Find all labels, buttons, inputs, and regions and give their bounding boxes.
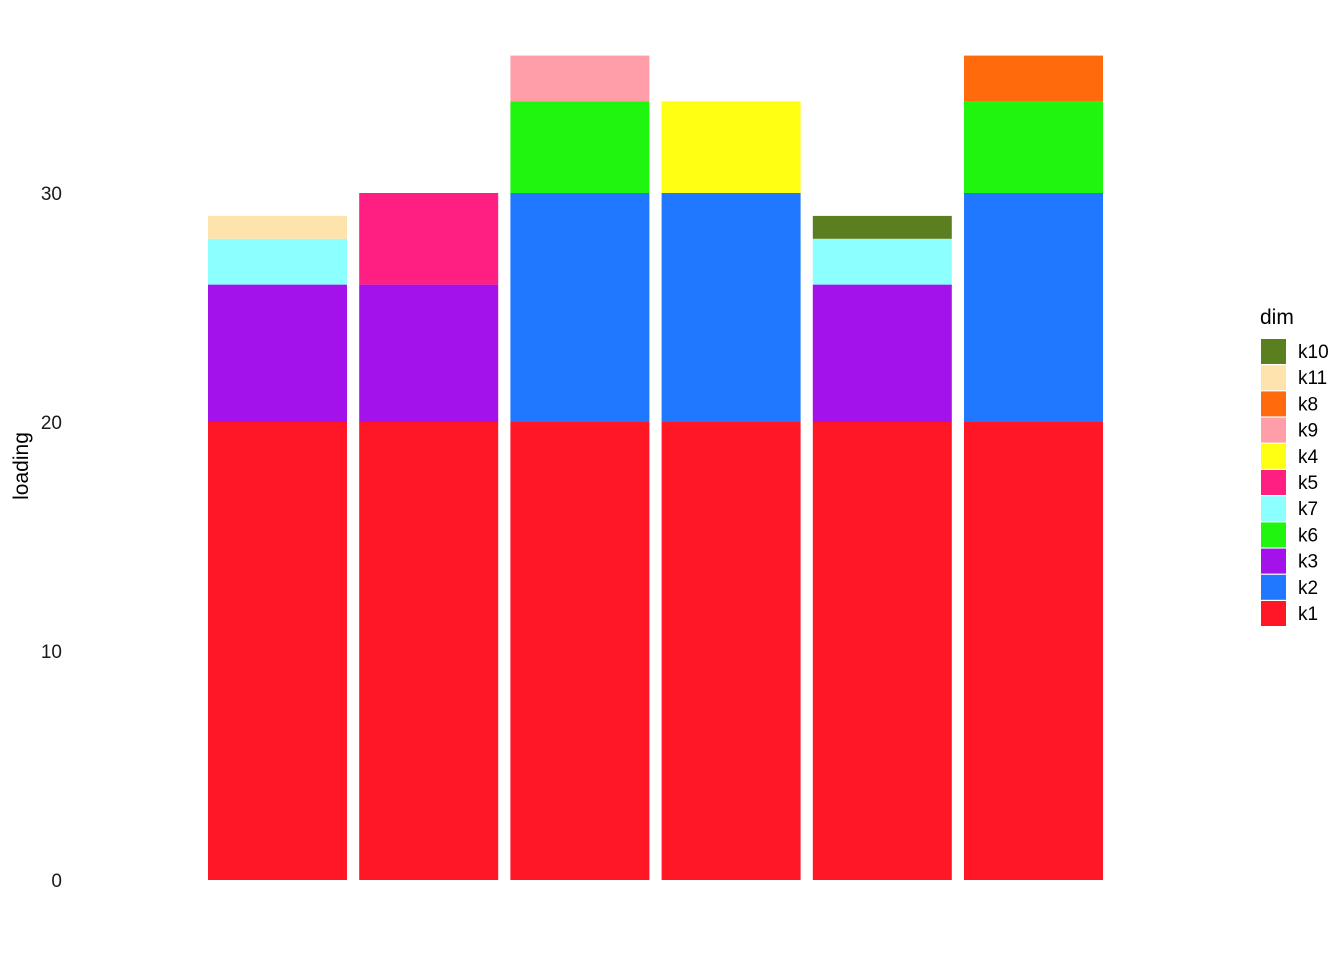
bar-3-segment-k6 [510,101,650,193]
y-tick-label: 0 [51,871,62,892]
bar-2-segment-k3 [359,284,499,422]
legend-key-k9 [1261,417,1286,443]
legend-label-k1: k1 [1298,604,1318,625]
bar-5 [812,215,952,880]
bar-2-segment-k1 [359,422,499,880]
bar-6-segment-k8 [964,55,1103,102]
legend-key-k5 [1261,470,1286,495]
bar-5-segment-k3 [812,284,952,422]
legend-key-k7 [1261,496,1286,522]
legend-key-k1 [1261,601,1286,626]
legend-key-k11 [1261,365,1286,391]
legend-label-k9: k9 [1298,421,1318,442]
bar-1-segment-k3 [208,284,347,422]
legend-key-k8 [1261,391,1286,417]
bar-4 [661,101,801,880]
legend-label-k2: k2 [1298,578,1318,599]
y-axis: 0 10 20 30 [41,184,62,892]
legend-label-k11: k11 [1298,368,1327,389]
legend-key-k4 [1261,443,1286,469]
legend-label-k4: k4 [1298,447,1319,468]
bar-4-segment-k2 [661,193,801,422]
legend-key-k2 [1261,574,1286,600]
y-tick-label: 20 [41,413,62,434]
bar-2 [359,193,499,880]
legend-label-k6: k6 [1298,525,1318,546]
legend-label-k5: k5 [1298,473,1318,494]
bar-6-segment-k2 [964,193,1103,422]
legend-label-k8: k8 [1298,394,1318,415]
bar-5-segment-k1 [812,422,952,880]
bar-3-segment-k9 [510,55,650,102]
bar-6 [964,55,1103,880]
bar-6-segment-k1 [964,422,1103,880]
bar-5-segment-k10 [812,215,952,239]
bar-1 [208,215,347,880]
plot-area [208,55,1103,880]
bar-2-segment-k5 [359,193,499,285]
bar-1-segment-k11 [208,215,347,239]
bar-6-segment-k6 [964,101,1103,193]
legend-key-k6 [1261,522,1286,548]
bar-4-segment-k4 [661,101,801,193]
legend-key-k3 [1261,548,1286,574]
y-tick-label: 30 [41,184,62,205]
bar-1-segment-k1 [208,422,347,880]
legend: dim k10 k11 k8 k9 k4 k5 k7 k6 k3 k2 k1 [1260,306,1329,626]
bar-1-segment-k7 [208,238,347,285]
bar-4-segment-k1 [661,422,801,880]
legend-label-k7: k7 [1298,499,1318,520]
legend-label-k10: k10 [1298,342,1329,363]
legend-title: dim [1260,306,1294,329]
legend-label-k3: k3 [1298,552,1318,573]
bar-3 [510,55,650,880]
bar-5-segment-k7 [812,238,952,285]
y-axis-title: loading [10,432,33,500]
bar-3-segment-k2 [510,193,650,422]
y-tick-label: 10 [41,642,62,663]
legend-key-k10 [1261,339,1286,364]
bar-3-segment-k1 [510,422,650,880]
